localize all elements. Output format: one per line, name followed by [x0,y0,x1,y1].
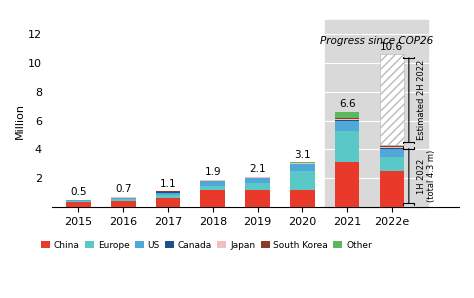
Bar [335,131,359,162]
Bar [66,201,91,202]
Bar [155,195,180,198]
Bar [201,180,225,181]
Bar [380,147,404,148]
Bar [201,181,225,186]
Y-axis label: Million: Million [15,103,25,139]
Bar [201,186,225,190]
Bar [380,143,404,147]
Bar [66,200,91,201]
Text: 0.5: 0.5 [70,187,87,197]
Bar [155,193,180,195]
Bar [335,121,359,131]
Bar [245,190,270,207]
Bar [111,201,136,207]
Bar [290,171,315,190]
Text: Estimated 2H 2022: Estimated 2H 2022 [417,60,426,140]
Bar [380,171,404,207]
Text: 2.1: 2.1 [249,164,266,174]
Bar [201,190,225,207]
Bar [111,199,136,201]
Bar [155,198,180,207]
Bar [335,120,359,121]
Bar [335,112,359,118]
Bar [380,54,404,145]
Bar [66,202,91,207]
Text: 1H 2022
(total 4.3 m): 1H 2022 (total 4.3 m) [417,150,437,202]
Bar [111,198,136,199]
Text: 6.6: 6.6 [339,99,356,109]
Bar [245,183,270,190]
Bar [245,178,270,179]
Bar [290,162,315,163]
Bar [290,164,315,171]
Bar [155,192,180,193]
Bar [290,190,315,207]
Text: 10.6: 10.6 [380,42,403,52]
Bar [335,162,359,207]
Bar [335,119,359,120]
Bar [245,179,270,183]
Text: 3.1: 3.1 [294,150,310,160]
Bar [290,163,315,164]
Bar [245,177,270,178]
Bar [325,20,428,207]
Text: 0.7: 0.7 [115,184,131,194]
Legend: China, Europe, US, Canada, Japan, South Korea, Other: China, Europe, US, Canada, Japan, South … [37,238,375,254]
Bar [380,156,404,171]
Bar [380,148,404,149]
Text: Progress since COP26: Progress since COP26 [319,36,433,46]
Text: 1.9: 1.9 [204,167,221,177]
Bar [380,149,404,156]
Bar [335,118,359,119]
Text: 1.1: 1.1 [160,179,176,189]
